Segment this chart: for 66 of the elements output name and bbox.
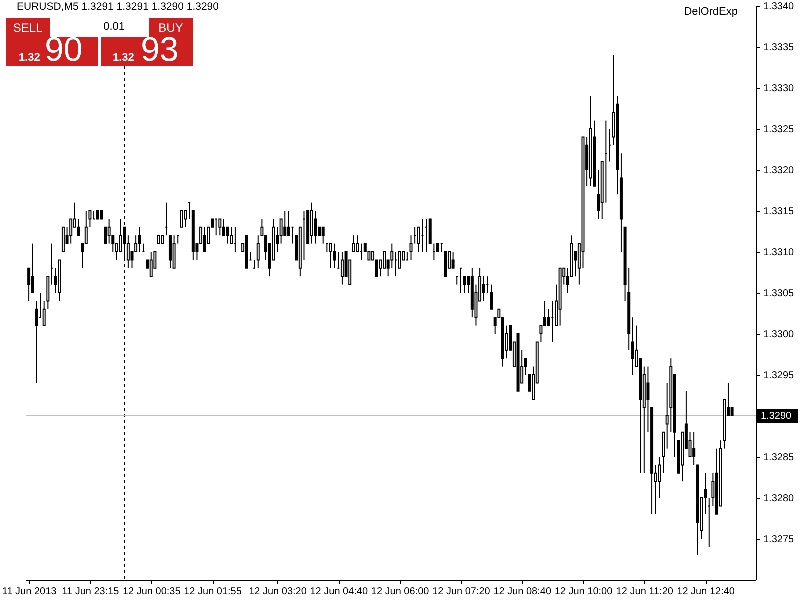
candlestick: [356, 235, 360, 252]
y-tick-label: 1.3280: [764, 494, 795, 504]
ref-line-label: 1.3290: [761, 411, 792, 422]
x-tick-label: 12 Jun 06:00: [371, 586, 430, 598]
candlestick: [222, 218, 226, 236]
candlestick: [329, 243, 332, 269]
y-tick-label: 1.3340: [764, 2, 795, 12]
y-tick-label: 1.3305: [764, 288, 795, 300]
candlestick: [77, 218, 80, 236]
annotation: 0.01: [104, 21, 125, 33]
candlestick: [631, 317, 634, 376]
candlestick: [218, 218, 222, 236]
x-tick-label: 12 Jun 11:20: [616, 586, 674, 598]
candlestick: [230, 226, 234, 244]
candlestick: [180, 210, 184, 228]
x-tick-label: 12 Jun 01:55: [184, 586, 242, 598]
x-tick-label: 12 Jun 04:40: [310, 586, 368, 598]
candlestick: [340, 252, 344, 286]
candlestick: [35, 300, 38, 384]
candlestick: [352, 235, 356, 252]
candlestick: [31, 243, 34, 294]
candlestick: [138, 226, 142, 252]
x-tick-label: 12 Jun 03:20: [249, 586, 308, 598]
y-tick-label: 1.3310: [764, 248, 795, 258]
x-tick-label: 12 Jun 12:40: [677, 586, 736, 598]
x-tick-label: 12 Jun 07:20: [432, 586, 491, 598]
candlestick: [28, 268, 31, 302]
candlestick: [398, 252, 402, 269]
candlestick: [70, 218, 73, 244]
annotation: 90: [45, 31, 83, 69]
candlestick: [390, 243, 394, 269]
candlestick: [646, 366, 650, 433]
x-tick-label: 12 Jun 00:35: [122, 586, 182, 598]
candlestick: [150, 252, 153, 278]
x-tick-label: 12 Jun 10:00: [554, 586, 614, 598]
y-tick-label: 1.3285: [764, 452, 795, 464]
annotation: 1.32: [19, 52, 40, 64]
annotation: SELL: [13, 21, 43, 35]
candlestick: [490, 284, 494, 310]
candlestick: [314, 210, 318, 244]
y-tick-label: 1.3335: [764, 42, 795, 54]
chart-title: EURUSD,M5 1.3291 1.3291 1.3290 1.3290: [17, 1, 220, 13]
candlestick: [203, 226, 206, 252]
y-tick-label: 1.3295: [764, 370, 795, 382]
y-tick-label: 1.3315: [764, 206, 795, 218]
y-tick-label: 1.3275: [764, 534, 795, 546]
candlestick: [284, 210, 287, 236]
candlestick: [108, 218, 111, 244]
candlestick: [333, 243, 336, 269]
candlestick: [383, 252, 386, 269]
y-tick-label: 1.3300: [764, 330, 795, 340]
candlestick: [482, 276, 486, 302]
x-tick-label: 11 Jun 2013: [2, 586, 58, 598]
candlestick: [226, 226, 230, 244]
candlestick: [452, 252, 455, 269]
y-tick-label: 1.3330: [764, 84, 795, 94]
candlestick: [692, 432, 696, 466]
y-tick-label: 1.3325: [764, 124, 795, 136]
candlestick: [463, 276, 466, 294]
x-tick-label: 12 Jun 08:40: [494, 586, 552, 598]
annotation: DelOrdExp: [684, 6, 738, 18]
candlestick: [287, 210, 290, 236]
annotation: 1.32: [113, 52, 134, 64]
y-tick-label: 1.3320: [764, 166, 795, 176]
candlestick: [322, 226, 325, 244]
x-tick-label: 11 Jun 23:15: [62, 586, 120, 598]
